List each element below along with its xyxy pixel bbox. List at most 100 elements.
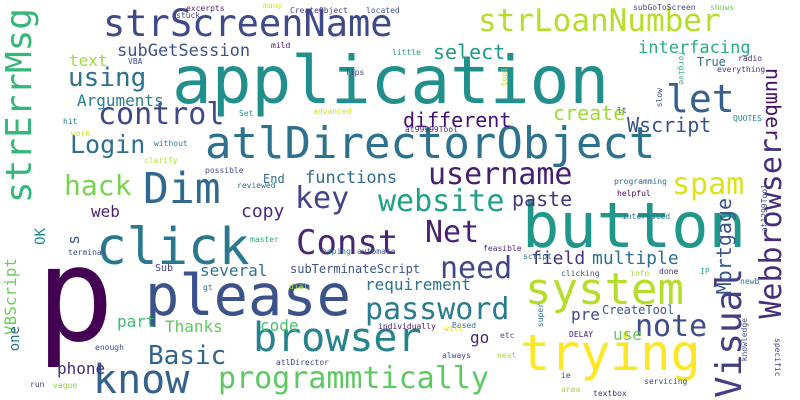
word-note: note [635, 309, 708, 344]
word-dial: dial [289, 282, 309, 291]
word-area: area [561, 385, 581, 394]
word-atldirector: atlDirector [276, 358, 329, 367]
word-trying: trying [520, 324, 701, 382]
word-know: know [93, 357, 190, 400]
word-run: run [30, 380, 45, 389]
word-phone: phone [57, 359, 106, 378]
word-code: code [260, 316, 299, 335]
word-using: using [68, 63, 147, 93]
word-at1299tool: at1299Tool [760, 184, 769, 233]
word-without: without [154, 139, 188, 148]
word-helpful: helpful [617, 189, 651, 198]
word-createobject: CreateObject [290, 6, 348, 15]
word-at99999tool: at99999Tool [405, 125, 458, 134]
word-master: master [250, 235, 279, 244]
word-clarify: clarify [144, 156, 178, 165]
word-field: field [531, 248, 586, 269]
word-stuck: stuck [176, 11, 201, 20]
word-advanced: advanced [313, 107, 352, 116]
word-createtool: CreateTool [602, 303, 675, 317]
word-pre: pre [571, 305, 600, 324]
word-specific: specific [773, 338, 782, 377]
word-next: next [497, 351, 517, 360]
word-true: True [697, 55, 726, 69]
word-password: password [365, 292, 510, 327]
word-part: part [117, 312, 156, 331]
word-always: always [442, 351, 471, 360]
word-forgive: forgive [677, 51, 686, 85]
word-browser: browser [253, 315, 422, 361]
word-username: username [428, 157, 573, 192]
word-clicking: clicking [561, 269, 600, 278]
word-possible: possible [205, 166, 244, 175]
word-everything: everything [717, 65, 766, 74]
word-create: create [553, 101, 626, 125]
word-quotes: QUOTES [733, 114, 762, 123]
word-arguments: Arguments [77, 91, 164, 110]
word-application: application [172, 42, 610, 119]
word-knowledge: knowledge [740, 318, 749, 362]
word-click: click [96, 218, 250, 277]
word-interested: interested [622, 212, 671, 221]
word-end: End [263, 172, 285, 186]
word-many: many [263, 1, 283, 10]
word-sub: Sub [155, 263, 174, 274]
word-control: control [98, 97, 225, 132]
word-enough: enough [95, 343, 124, 352]
word-tips: Tips [345, 68, 365, 77]
word-excerpts: excerpts [186, 4, 225, 13]
word-key: key [295, 181, 350, 216]
word-info: info [630, 269, 650, 278]
word-basic: Basic [148, 341, 227, 371]
word-individually: individually [378, 322, 436, 331]
word-strerrmsg: strErrMsg [0, 8, 40, 204]
word-textbox: textbox [593, 389, 627, 398]
word-will: will [444, 324, 464, 333]
word-radio: radio [738, 54, 763, 63]
word-subterminatescript: subTerminateScript [290, 262, 421, 276]
word-script: script [523, 252, 552, 261]
word-ok: OK [33, 228, 49, 245]
word-mild: mild [271, 41, 291, 50]
word-requirement: requirement [365, 275, 471, 294]
word-super: super [536, 303, 545, 328]
word-functions: functions [305, 168, 398, 188]
word-number: number [761, 68, 785, 141]
word-reviewed: reviewed [237, 181, 276, 190]
word-automate: automate [357, 247, 396, 256]
word-go: go [470, 328, 490, 347]
word-p: p [36, 219, 115, 371]
word-terminal: terminal [68, 248, 107, 257]
word-several: several [200, 261, 268, 280]
word-strscreenname: strScreenName [103, 2, 393, 45]
word-use: use [613, 325, 642, 344]
word-ip: IP [700, 267, 710, 276]
word-etc: etc [500, 331, 515, 340]
word-programming: programming [614, 177, 667, 186]
word-located: located [366, 6, 400, 15]
word-copy: copy [241, 201, 285, 222]
word-one: one [7, 326, 23, 352]
word-thanks: Thanks [165, 317, 223, 336]
word-wscript: Wscript [627, 113, 712, 137]
word-multiple: multiple [592, 248, 679, 269]
word-little: little [392, 48, 421, 57]
word-servicing: servicing [644, 377, 688, 386]
word-delay: DELAY [569, 330, 594, 339]
word-spam: spam [672, 167, 745, 202]
word-ie: ie [561, 371, 571, 380]
word-gt: gt [203, 283, 213, 292]
word-subgetsession: subGetSession [117, 41, 251, 61]
word-dim: Dim [143, 164, 221, 214]
word-shows: shows [710, 3, 735, 12]
word-interfacing: interfacing [638, 38, 751, 58]
word-hit: hit [63, 117, 78, 126]
word-text: text [69, 51, 108, 70]
word-slow: slow [655, 88, 664, 108]
word-based: Based [452, 321, 477, 330]
word-mortgage: Mortgage [712, 198, 736, 295]
word-programmtically: programmtically [218, 361, 489, 396]
word-subgotoscreen: subGoToScreen [633, 3, 696, 12]
word-select: select [433, 40, 506, 64]
